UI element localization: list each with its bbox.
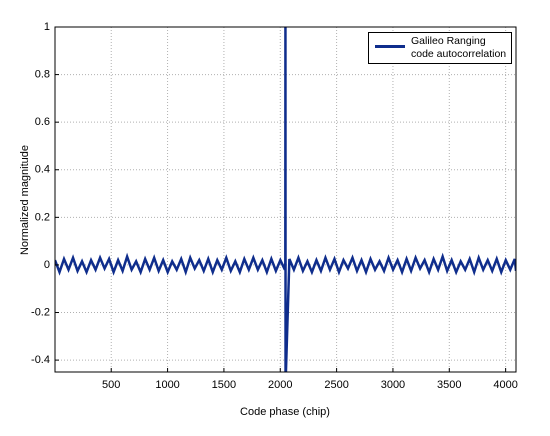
y-tick-label: -0.2 [31,306,50,318]
y-tick-label: 0.8 [35,68,50,80]
y-axis-label: Normalized magnitude [19,145,31,255]
y-tick-label: 1 [44,21,50,33]
y-tick-label: 0.6 [35,116,50,128]
x-axis-label: Code phase (chip) [240,406,330,418]
y-tick-label: 0.2 [35,211,50,223]
axes-box [54,26,517,373]
legend-swatch [375,45,405,48]
x-tick-label: 3500 [437,379,461,391]
y-tick-label: 0.4 [35,164,50,176]
x-tick-label: 2500 [324,379,348,391]
data-line [55,27,516,372]
y-tick-label: 0 [44,259,50,271]
x-tick-label: 2000 [268,379,292,391]
x-tick-label: 4000 [493,379,517,391]
x-tick-label: 500 [102,379,120,391]
legend-label: Galileo Ranging code autocorrelation [411,35,507,60]
legend: Galileo Ranging code autocorrelation [368,32,512,64]
y-tick-label: -0.4 [31,354,50,366]
x-tick-label: 3000 [381,379,405,391]
x-tick-label: 1500 [212,379,236,391]
x-tick-label: 1000 [155,379,179,391]
